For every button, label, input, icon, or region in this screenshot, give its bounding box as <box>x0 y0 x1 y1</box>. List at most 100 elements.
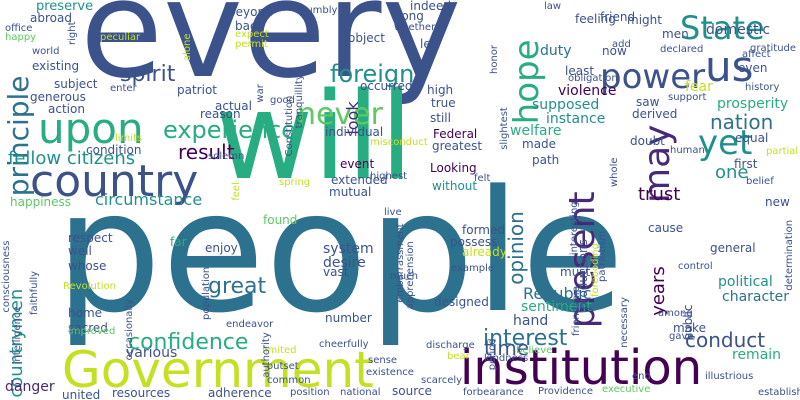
word-determination: determination <box>784 219 795 291</box>
word-now: now <box>602 44 627 58</box>
word-peculiar: peculiar <box>100 32 141 43</box>
word-interesting: interesting <box>569 201 580 256</box>
word-declared: declared <box>660 44 704 55</box>
word-outset: outset <box>267 361 299 372</box>
word-adherence: adherence <box>208 386 272 400</box>
word-feel: feel <box>231 182 242 201</box>
word-designed: designed <box>434 295 489 309</box>
word-power: power <box>600 57 706 97</box>
word-people: people <box>55 154 625 350</box>
word-human: human <box>670 145 705 156</box>
word-instance: instance <box>546 111 606 127</box>
word-endeavor: endeavor <box>226 319 274 330</box>
word-world: world <box>32 46 60 57</box>
word-experience: experience <box>163 116 297 144</box>
word-supposed: supposed <box>532 97 600 113</box>
word-number: number <box>325 311 372 325</box>
word-least: least <box>565 64 595 78</box>
word-action: action <box>48 102 85 116</box>
word-live: live <box>384 207 402 218</box>
word-preserve: preserve <box>36 0 94 14</box>
word-will: will <box>215 68 414 207</box>
word-whether: whether <box>394 22 436 33</box>
word-kindness: kindness <box>484 353 529 364</box>
word-law: law <box>544 1 562 12</box>
word-make: make <box>673 321 706 335</box>
word-even: even <box>738 61 768 75</box>
word-whose: whose <box>68 259 107 273</box>
word-confidence: confidence <box>128 330 249 355</box>
word-path: path <box>532 153 560 167</box>
word-duty: duty <box>540 43 572 59</box>
word-abroad: abroad <box>30 11 72 25</box>
word-hand: hand <box>513 313 549 329</box>
word-executive: executive <box>602 384 651 395</box>
word-among: among <box>658 308 693 319</box>
word-bear: bear <box>447 351 470 362</box>
word-illustrious: illustrious <box>705 371 754 382</box>
word-national: national <box>340 387 381 398</box>
word-state: State <box>680 9 765 47</box>
word-left: left <box>420 37 440 51</box>
word-great: great <box>208 274 267 299</box>
word-condition: condition <box>86 143 142 157</box>
word-honor: honor <box>489 44 500 74</box>
word-every: every <box>80 0 462 108</box>
word-new: new <box>765 195 790 209</box>
word-end: end <box>632 371 651 382</box>
word-history: history <box>745 82 780 93</box>
word-well: well <box>68 244 92 258</box>
word-doubt: doubt <box>630 134 665 148</box>
word-still: still <box>430 111 451 125</box>
word-government: Government <box>62 341 374 399</box>
word-sacred: sacred <box>68 321 108 335</box>
word-sense: sense <box>368 355 398 366</box>
word-obligation: obligation <box>568 73 618 84</box>
word-existing: existing <box>32 59 80 73</box>
word-danger: danger <box>5 379 55 395</box>
word-must: must <box>560 265 591 279</box>
word-support: support <box>668 92 707 103</box>
word-feeling: feeling <box>575 12 616 26</box>
word-good: good <box>270 95 295 106</box>
word-common: common <box>267 375 311 386</box>
word-home: home <box>68 306 103 320</box>
word-gratitude: gratitude <box>750 43 797 54</box>
word-greatest: greatest <box>432 139 483 153</box>
word-slightest: slightest <box>499 107 510 150</box>
word-generous: generous <box>30 90 86 104</box>
word-opinion: opinion <box>504 211 528 285</box>
word-spring: spring <box>279 177 311 188</box>
word-revolution: Revolution <box>63 281 116 292</box>
word-whole: whole <box>609 157 620 187</box>
word-belief: belief <box>746 176 774 187</box>
word-affect: affect <box>742 49 771 60</box>
word-improved: improved <box>68 326 116 337</box>
word-institution: institution <box>460 340 703 396</box>
word-tranquillity: tranquillity <box>294 74 305 129</box>
word-time: time <box>484 336 530 360</box>
word-federal: Federal <box>433 127 478 141</box>
word-add: add <box>612 39 631 50</box>
word-resources: resources <box>112 386 171 400</box>
word-principle: principle <box>2 75 35 197</box>
word-misconduct: misconduct <box>370 137 428 148</box>
word-result: result <box>178 140 235 164</box>
word-providence: Providence <box>538 386 594 397</box>
word-office: office <box>5 23 33 34</box>
word-establish: establish <box>758 387 800 398</box>
word-enjoy: enjoy <box>205 241 238 255</box>
word-extended: extended <box>331 173 388 187</box>
word-permit: permit <box>235 39 268 50</box>
word-derived: derived <box>632 107 678 121</box>
word-general: general <box>710 241 756 255</box>
word-happiness: happiness <box>10 195 72 209</box>
word-formed: formed <box>462 223 505 237</box>
word-interest: interest <box>483 326 568 351</box>
word-authority: authority <box>261 332 272 378</box>
word-fear: fear <box>685 79 713 95</box>
word-various: various <box>126 345 178 361</box>
word-foreboding: foreboding <box>590 243 601 297</box>
word-country: country <box>30 156 199 207</box>
word-cheerfully: cheerfully <box>319 339 369 350</box>
